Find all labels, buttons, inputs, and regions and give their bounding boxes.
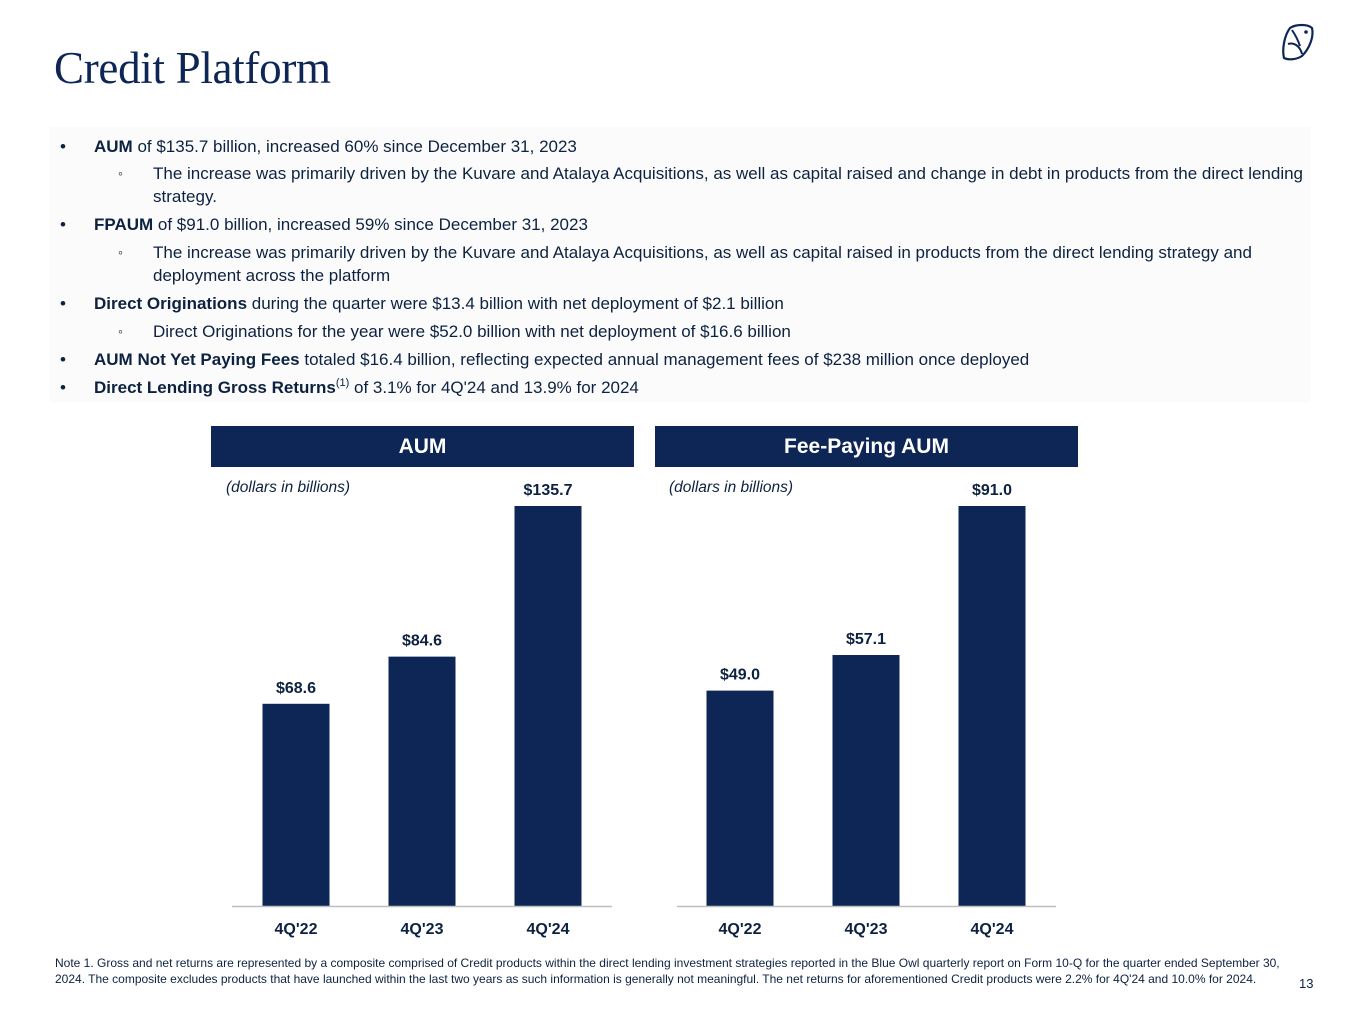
- fpaum-value-label-1: $57.1: [846, 631, 886, 648]
- bullet-marker: •: [60, 378, 66, 397]
- aum-category-label-0: 4Q'22: [275, 921, 318, 938]
- page-number: 13: [1299, 976, 1314, 991]
- aum-value-label-0: $68.6: [276, 680, 316, 697]
- sub-bullet-marker: ◦: [118, 323, 123, 339]
- fpaum-units-label: (dollars in billions): [669, 479, 794, 496]
- sub-bullet-fpaum-text: The increase was primarily driven by the…: [153, 243, 1252, 285]
- bullet-fpaum-label: FPAUM: [94, 215, 154, 234]
- sub-bullet-aum: ◦ The increase was primarily driven by th…: [118, 162, 1304, 208]
- fpaum-category-label-0: 4Q'22: [719, 921, 762, 938]
- bullet-direct-lending-returns: • Direct Lending Gross Returns(1) of 3.1%…: [60, 376, 1314, 399]
- fpaum-value-label-0: $49.0: [720, 667, 760, 684]
- sub-bullet-aum-text: The increase was primarily driven by the…: [153, 164, 1304, 206]
- sub-bullet-fpaum: ◦ The increase was primarily driven by th…: [118, 241, 1303, 287]
- bullet-marker: •: [60, 215, 66, 234]
- fpaum-bar-0: [706, 690, 774, 906]
- sub-bullet-direct-originations: ◦ Direct Originations for the year were $…: [118, 320, 1303, 343]
- aum-chart-header: AUM: [211, 426, 634, 467]
- page-title: Credit Platform: [54, 43, 331, 93]
- bullet-aum-text: of $135.7 billion, increased 60% since D…: [132, 137, 577, 156]
- aum-bar-2: [514, 506, 582, 906]
- fpaum-bar-1: [832, 655, 900, 906]
- aum-value-label-1: $84.6: [402, 633, 442, 650]
- bullet-direct-originations-text: during the quarter were $13.4 billion wi…: [247, 294, 784, 313]
- fpaum-chart-header: Fee-Paying AUM: [655, 426, 1078, 467]
- aum-category-label-2: 4Q'24: [527, 921, 570, 938]
- footnote-ref: (1): [335, 377, 350, 389]
- fpaum-category-label-2: 4Q'24: [971, 921, 1014, 938]
- sub-bullet-marker: ◦: [118, 165, 123, 181]
- aum-category-label-1: 4Q'23: [401, 921, 444, 938]
- bullet-aum-not-yet-paying-fees-text: totaled $16.4 billion, reflecting expect…: [299, 350, 1030, 369]
- fpaum-category-label-1: 4Q'23: [845, 921, 888, 938]
- bullet-marker: •: [60, 350, 66, 369]
- footnote: Note 1. Gross and net returns are repres…: [55, 956, 1280, 986]
- sub-bullet-marker: ◦: [118, 244, 123, 260]
- aum-value-label-2: $135.7: [524, 482, 573, 499]
- bullet-marker: •: [60, 137, 66, 156]
- bullet-fpaum-text: of $91.0 billion, increased 59% since De…: [153, 215, 588, 234]
- bullet-aum: • AUM of $135.7 billion, increased 60% si…: [60, 135, 1314, 158]
- aum-bar-1: [388, 656, 456, 906]
- bullet-direct-lending-returns-text: of 3.1% for 4Q'24 and 13.9% for 2024: [349, 378, 639, 397]
- bullet-panel: • AUM of $135.7 billion, increased 60% si…: [50, 127, 1310, 402]
- bullet-direct-originations: • Direct Originations during the quarter …: [60, 292, 1314, 315]
- owl-logo-icon: [1282, 23, 1314, 61]
- bullet-direct-lending-returns-label: Direct Lending Gross Returns: [94, 378, 336, 397]
- bullet-aum-not-yet-paying-fees-label: AUM Not Yet Paying Fees: [94, 350, 300, 369]
- bullet-marker: •: [60, 294, 66, 313]
- fpaum-bar-2: [958, 506, 1026, 906]
- aum-units-label: (dollars in billions): [226, 479, 351, 496]
- fpaum-value-label-2: $91.0: [972, 482, 1012, 499]
- sub-bullet-direct-originations-text: Direct Originations for the year were $5…: [153, 322, 791, 341]
- bullet-direct-originations-label: Direct Originations: [94, 294, 248, 313]
- aum-bar-0: [262, 703, 330, 906]
- bullet-aum-label: AUM: [94, 137, 133, 156]
- bullet-fpaum: • FPAUM of $91.0 billion, increased 59% s…: [60, 213, 1314, 236]
- bullet-aum-not-yet-paying-fees: • AUM Not Yet Paying Fees totaled $16.4 b…: [60, 348, 1314, 371]
